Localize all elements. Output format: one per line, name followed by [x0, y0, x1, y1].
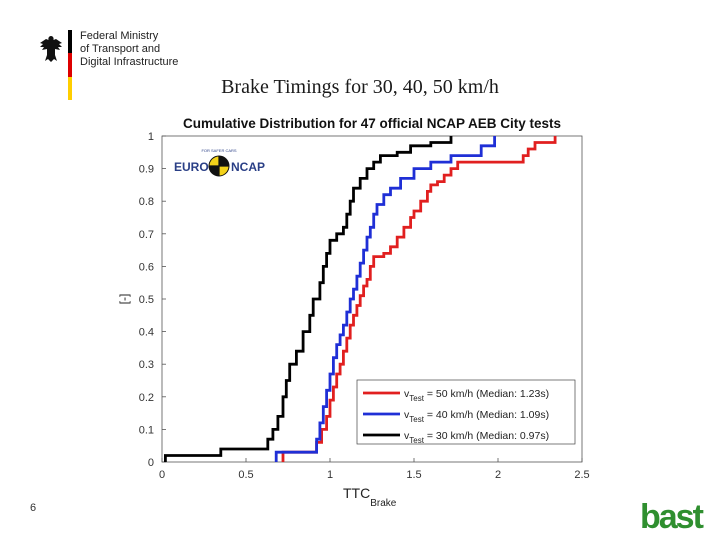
- x-tick-label: 2.5: [574, 469, 589, 481]
- federal-eagle-icon: [40, 36, 62, 62]
- ministry-name: Federal Ministry of Transport and Digita…: [80, 30, 178, 69]
- legend-label-2: vTest = 40 km/h (Median: 1.09s): [404, 409, 549, 424]
- legend-subscript: Test: [409, 394, 424, 403]
- page-number: 6: [30, 502, 37, 514]
- y-tick-label: 0.2: [139, 392, 154, 404]
- euro-ncap-logo-ring: FOR SAFER CARS: [201, 148, 236, 153]
- flag-stripe-gold: [68, 76, 72, 100]
- legend-subscript: Test: [409, 436, 424, 445]
- legend-prefix: v: [404, 409, 410, 421]
- x-axis-label: TTCBrake: [343, 485, 397, 509]
- x-tick-label: 0.5: [238, 469, 253, 481]
- y-tick-label: 0.6: [139, 261, 154, 273]
- x-axis-ticks: 0 0.5 1 1.5 2 2.5: [159, 458, 590, 481]
- y-tick-label: 0.8: [139, 196, 154, 208]
- legend-box: [356, 379, 576, 445]
- x-tick-label: 1.5: [406, 469, 421, 481]
- legend-text: = 50 km/h (Median: 1.23s): [424, 388, 549, 400]
- legend: vTest = 50 km/h (Median: 1.23s)vTest = 4…: [356, 379, 576, 445]
- y-tick-label: 0.3: [139, 359, 154, 371]
- bast-logo: bast: [640, 498, 704, 536]
- x-axis-label-main: TTC: [343, 485, 370, 501]
- series-line-1: [281, 136, 557, 462]
- flag-stripe-black: [68, 30, 72, 54]
- y-tick-label: 0.5: [139, 294, 154, 306]
- y-tick-label: 0: [148, 457, 154, 469]
- ministry-line-1: Federal Ministry: [80, 30, 159, 42]
- y-tick-label: 0.7: [139, 229, 154, 241]
- euro-ncap-logo-right: NCAP: [231, 160, 265, 174]
- slide-title: Brake Timings for 30, 40, 50 km/h: [221, 76, 499, 98]
- chart-title: Cumulative Distribution for 47 official …: [183, 116, 561, 131]
- y-tick-label: 0.9: [139, 164, 154, 176]
- series-line-3: [164, 136, 453, 462]
- y-tick-label: 1: [148, 131, 154, 143]
- euro-ncap-logo-left: EURO: [174, 160, 209, 174]
- legend-label-3: vTest = 30 km/h (Median: 0.97s): [404, 430, 549, 445]
- x-tick-label: 0: [159, 469, 165, 481]
- x-axis-label-sub: Brake: [370, 498, 397, 509]
- y-tick-label: 0.4: [139, 327, 154, 339]
- flag-stripe-red: [68, 53, 72, 77]
- legend-label-1: vTest = 50 km/h (Median: 1.23s): [404, 388, 549, 403]
- x-tick-label: 1: [327, 469, 333, 481]
- flag-bar: [68, 30, 72, 100]
- series-layer: [164, 136, 557, 462]
- euro-ncap-logo: EURO FOR SAFER CARS NCAP: [174, 148, 265, 177]
- y-axis-ticks: 0 0.1 0.2 0.3 0.4 0.5 0.6 0.7 0.8 0.9 1: [139, 131, 166, 469]
- ministry-line-2: of Transport and: [80, 43, 161, 55]
- series-line-2: [274, 136, 496, 462]
- y-axis-label: [-]: [117, 294, 131, 305]
- legend-prefix: v: [404, 430, 410, 442]
- y-tick-label: 0.1: [139, 424, 154, 436]
- legend-subscript: Test: [409, 415, 424, 424]
- ministry-line-3: Digital Infrastructure: [80, 56, 179, 68]
- legend-text: = 30 km/h (Median: 0.97s): [424, 430, 549, 442]
- legend-text: = 40 km/h (Median: 1.09s): [424, 409, 549, 421]
- x-tick-label: 2: [495, 469, 501, 481]
- legend-prefix: v: [404, 388, 410, 400]
